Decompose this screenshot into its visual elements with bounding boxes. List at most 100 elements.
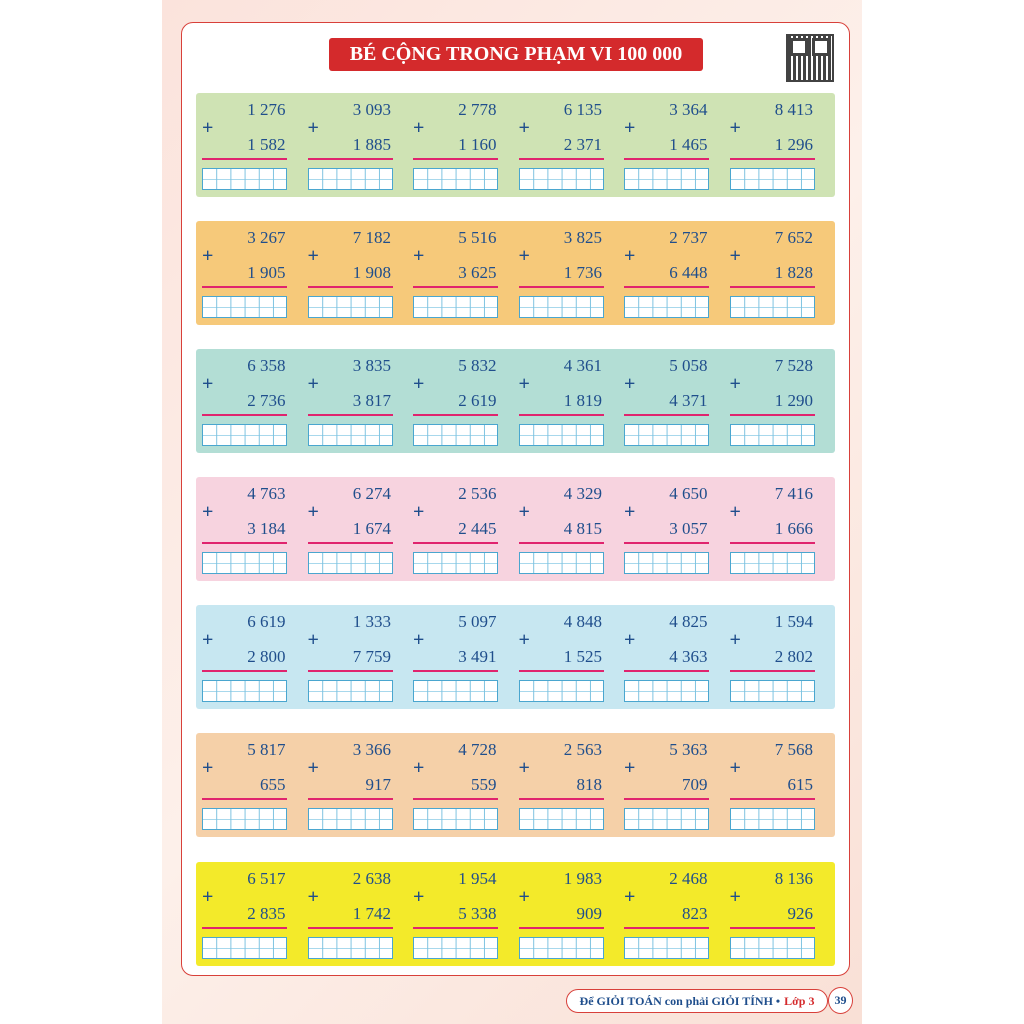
answer-grid[interactable]	[624, 808, 709, 830]
answer-grid[interactable]	[413, 296, 498, 318]
answer-grid[interactable]	[202, 424, 287, 446]
answer-grid[interactable]	[624, 680, 709, 702]
answer-grid[interactable]	[307, 680, 393, 702]
addend-1: 2 536	[458, 484, 497, 503]
plus-sign: +	[624, 501, 636, 523]
answer-grid[interactable]	[307, 424, 393, 446]
answer-grid[interactable]	[518, 808, 604, 830]
plus-sign: +	[729, 117, 741, 139]
addition-problem: 3 093 + 1 885	[307, 93, 414, 197]
sum-line	[624, 542, 709, 544]
answer-grid[interactable]	[624, 424, 709, 446]
addition-problem: 3 364 + 1 465	[624, 93, 730, 197]
problem-row: 6 358 + 2 736 3 835 + 3 817 5 832 + 2 61…	[196, 349, 835, 453]
problem-row: 6 517 + 2 835 2 638 + 1 742 1 954 + 5 33…	[196, 862, 835, 966]
addition-problem: 8 413 + 1 296	[729, 93, 836, 197]
plus-sign: +	[729, 501, 741, 523]
answer-grid[interactable]	[413, 937, 498, 959]
answer-grid[interactable]	[518, 552, 604, 574]
sum-line	[202, 670, 287, 672]
answer-grid[interactable]	[307, 552, 393, 574]
answer-grid[interactable]	[202, 168, 287, 190]
sum-line	[202, 286, 287, 288]
sum-line	[413, 286, 498, 288]
answer-grid[interactable]	[729, 808, 815, 830]
answer-grid[interactable]	[729, 937, 815, 959]
addend-1: 5 097	[458, 612, 497, 631]
addend-2: 4 815	[563, 519, 602, 538]
page-number: 39	[828, 987, 853, 1014]
addition-problem: 7 528 + 1 290	[729, 349, 836, 453]
answer-grid[interactable]	[413, 680, 498, 702]
addend-2: 1 525	[563, 647, 602, 666]
addend-1: 2 563	[563, 740, 602, 759]
addition-problem: 7 652 + 1 828	[729, 221, 836, 325]
addend-1: 5 363	[669, 740, 708, 759]
addend-2: 1 465	[669, 135, 708, 154]
answer-grid[interactable]	[413, 808, 498, 830]
answer-grid[interactable]	[518, 680, 604, 702]
addition-problem: 3 835 + 3 817	[307, 349, 414, 453]
answer-grid[interactable]	[518, 424, 604, 446]
answer-grid[interactable]	[202, 937, 287, 959]
sum-line	[413, 414, 498, 416]
addend-2: 559	[471, 775, 497, 794]
sum-line	[307, 670, 393, 672]
answer-grid[interactable]	[624, 168, 709, 190]
answer-grid[interactable]	[624, 296, 709, 318]
addend-1: 3 364	[669, 100, 708, 119]
answer-grid[interactable]	[729, 424, 815, 446]
answer-grid[interactable]	[413, 168, 498, 190]
plus-sign: +	[307, 245, 319, 267]
answer-grid[interactable]	[202, 552, 287, 574]
addend-2: 2 800	[247, 647, 286, 666]
addend-2: 1 736	[563, 263, 602, 282]
answer-grid[interactable]	[307, 296, 393, 318]
answer-grid[interactable]	[518, 937, 604, 959]
answer-grid[interactable]	[729, 680, 815, 702]
sum-line	[413, 798, 498, 800]
addend-2: 1 296	[774, 135, 813, 154]
answer-grid[interactable]	[729, 168, 815, 190]
plus-sign: +	[729, 629, 741, 651]
answer-grid[interactable]	[729, 296, 815, 318]
addition-problem: 2 468 + 823	[624, 862, 730, 966]
plus-sign: +	[729, 245, 741, 267]
addend-2: 3 625	[458, 263, 497, 282]
addend-2: 1 160	[458, 135, 497, 154]
answer-grid[interactable]	[624, 937, 709, 959]
answer-grid[interactable]	[729, 552, 815, 574]
addend-2: 1 908	[352, 263, 391, 282]
answer-grid[interactable]	[307, 808, 393, 830]
answer-grid[interactable]	[413, 552, 498, 574]
addend-1: 6 517	[247, 869, 286, 888]
addend-2: 1 742	[352, 904, 391, 923]
answer-grid[interactable]	[413, 424, 498, 446]
addend-2: 917	[365, 775, 392, 794]
plus-sign: +	[202, 373, 214, 395]
addend-1: 6 274	[352, 484, 391, 503]
answer-grid[interactable]	[518, 168, 604, 190]
addend-2: 2 736	[247, 391, 286, 410]
sum-line	[307, 158, 393, 160]
addition-problem: 2 563 + 818	[518, 733, 625, 837]
addition-problem: 6 619 + 2 800	[202, 605, 308, 709]
plus-sign: +	[413, 886, 425, 908]
plus-sign: +	[202, 629, 214, 651]
answer-grid[interactable]	[307, 937, 393, 959]
plus-sign: +	[624, 629, 636, 651]
answer-grid[interactable]	[202, 680, 287, 702]
addend-1: 5 832	[458, 356, 497, 375]
plus-sign: +	[202, 117, 214, 139]
sum-line	[307, 286, 393, 288]
qr-code-icon[interactable]	[786, 34, 834, 82]
addend-2: 709	[682, 775, 708, 794]
answer-grid[interactable]	[624, 552, 709, 574]
answer-grid[interactable]	[202, 296, 287, 318]
answer-grid[interactable]	[518, 296, 604, 318]
plus-sign: +	[307, 757, 319, 779]
answer-grid[interactable]	[307, 168, 393, 190]
sum-line	[413, 670, 498, 672]
plus-sign: +	[307, 373, 319, 395]
answer-grid[interactable]	[202, 808, 287, 830]
